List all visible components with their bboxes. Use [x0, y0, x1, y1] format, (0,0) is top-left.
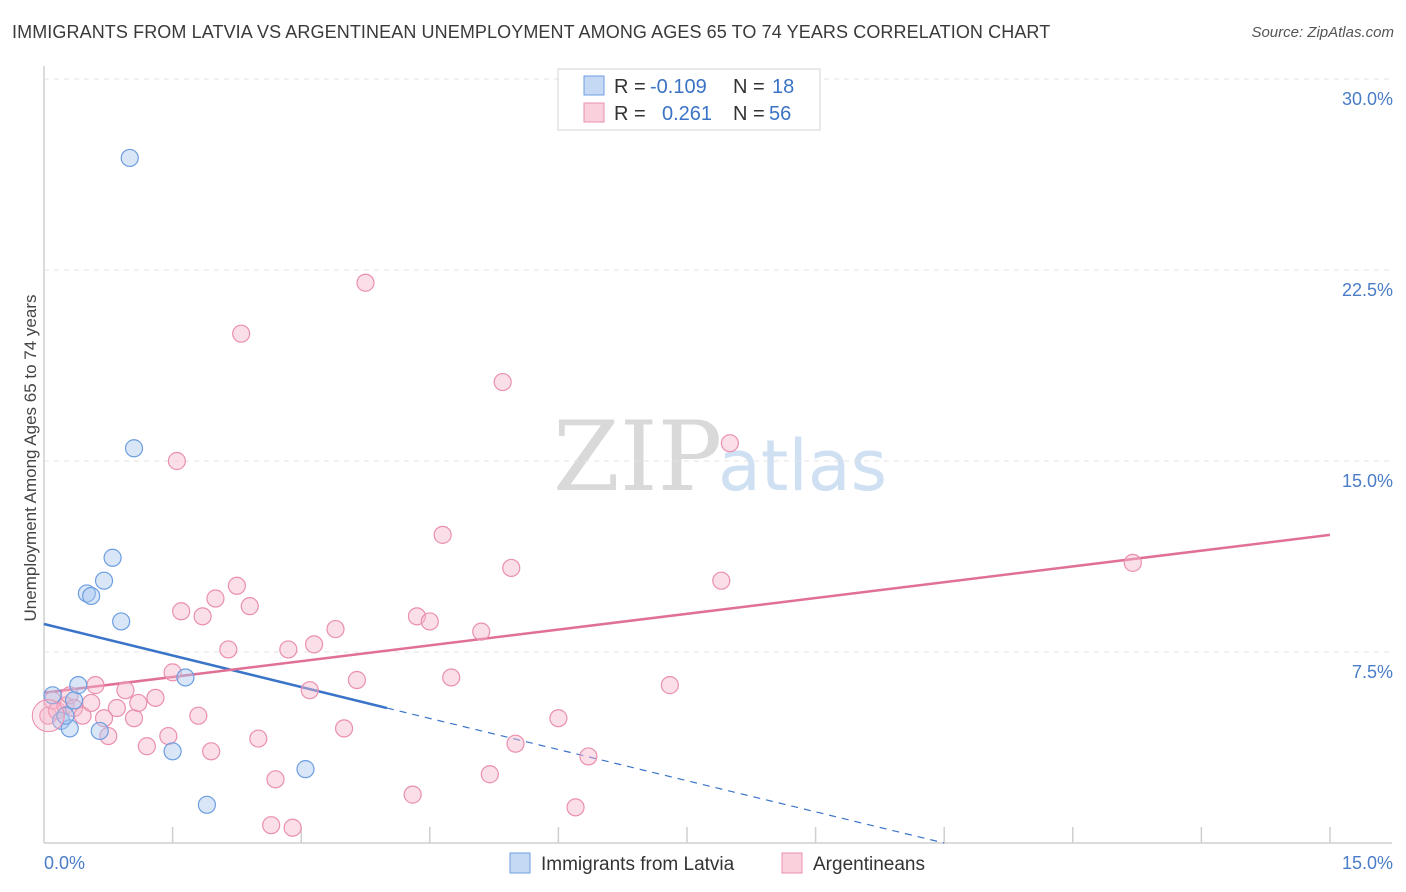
point-argentineans	[712, 571, 731, 590]
point-latvia	[82, 586, 101, 606]
point-argentineans	[82, 693, 101, 713]
chart-title: IMMIGRANTS FROM LATVIA VS ARGENTINEAN UN…	[12, 22, 1051, 42]
y-tick-label: 7.5%	[1352, 662, 1393, 682]
point-latvia	[94, 571, 114, 590]
point-argentineans	[442, 668, 461, 687]
legend-swatch-latvia	[583, 75, 605, 96]
point-argentineans	[304, 635, 324, 654]
point-latvia	[163, 742, 182, 761]
point-latvia	[56, 706, 75, 725]
point-argentineans	[279, 640, 298, 659]
watermark-zip: ZIP	[553, 401, 722, 513]
series-legend-swatch-latvia	[509, 852, 531, 874]
point-argentineans	[124, 709, 144, 728]
point-argentineans	[167, 451, 186, 471]
legend-n-label-1: N =	[733, 76, 765, 98]
trend-line-argentineans	[43, 533, 1331, 694]
x-tick-label: 0.0%	[44, 853, 85, 873]
point-argentineans	[189, 706, 208, 725]
point-argentineans	[493, 372, 512, 392]
point-argentineans	[219, 640, 238, 659]
point-latvia	[64, 691, 84, 710]
source-label: Source: ZipAtlas.com	[1251, 24, 1394, 41]
legend-n-value-1: 18	[772, 76, 794, 98]
trend-line-latvia	[43, 622, 388, 710]
point-argentineans	[232, 324, 251, 343]
point-latvia	[176, 668, 195, 687]
point-argentineans	[137, 737, 156, 756]
point-argentineans	[356, 273, 375, 292]
trend-lines	[43, 533, 1331, 844]
axes: 7.5% 15.0% 22.5% 30.0% 0.0% 15.0%	[43, 66, 1393, 873]
legend-r-value-2: 0.261	[662, 103, 712, 125]
point-argentineans	[206, 589, 225, 608]
series-legend-label-argentineans: Argentineans	[813, 854, 925, 875]
point-argentineans	[502, 558, 521, 578]
point-latvia	[69, 676, 88, 695]
data-points	[31, 148, 1142, 837]
point-argentineans	[240, 597, 259, 616]
legend-swatch-argentineans	[583, 102, 605, 123]
series-legend: Immigrants from Latvia Argentineans	[509, 852, 925, 875]
y-tick-label: 30.0%	[1342, 89, 1393, 109]
point-argentineans	[403, 785, 422, 804]
point-argentineans	[146, 688, 165, 707]
point-argentineans	[334, 719, 354, 738]
point-argentineans	[172, 602, 191, 621]
series-legend-label-latvia: Immigrants from Latvia	[541, 854, 735, 875]
point-latvia	[197, 795, 216, 814]
point-argentineans	[326, 619, 345, 639]
y-axis-label: Unemployment Among Ages 65 to 74 years	[21, 295, 40, 622]
point-argentineans	[266, 770, 285, 789]
point-argentineans	[506, 734, 525, 753]
legend-r-label-1: R =	[614, 76, 646, 98]
point-argentineans	[1123, 553, 1142, 572]
watermark-atlas: atlas	[718, 425, 887, 507]
point-argentineans	[227, 576, 246, 595]
point-argentineans	[159, 726, 178, 746]
point-latvia	[124, 439, 144, 458]
point-latvia	[112, 612, 131, 631]
point-argentineans	[262, 816, 281, 835]
point-argentineans	[472, 622, 491, 641]
point-argentineans	[720, 434, 739, 453]
point-argentineans	[433, 525, 452, 544]
legend-n-value-2: 56	[769, 103, 791, 125]
point-argentineans	[579, 747, 598, 766]
point-argentineans	[107, 698, 126, 718]
point-argentineans	[549, 709, 568, 728]
point-argentineans	[347, 670, 367, 690]
point-argentineans	[566, 798, 585, 817]
point-latvia	[120, 148, 139, 168]
point-argentineans	[300, 681, 319, 700]
series-legend-swatch-argentineans	[781, 852, 803, 874]
legend-r-value-1: -0.109	[650, 76, 707, 98]
legend-n-label-2: N =	[733, 103, 765, 125]
point-argentineans	[283, 818, 302, 837]
trend-line-latvia-extension	[386, 707, 945, 844]
stats-legend: R = -0.109 N = 18 R = 0.261 N = 56	[557, 68, 821, 131]
x-tick-label: 15.0%	[1342, 853, 1393, 873]
point-argentineans	[202, 742, 221, 761]
point-argentineans	[249, 729, 268, 748]
point-argentineans	[420, 612, 439, 631]
point-cluster	[31, 699, 65, 733]
y-tick-label: 22.5%	[1342, 280, 1393, 300]
legend-r-label-2: R =	[614, 103, 646, 125]
point-argentineans	[116, 681, 135, 700]
point-argentineans	[129, 693, 148, 713]
y-tick-label: 15.0%	[1342, 471, 1393, 491]
point-argentineans	[99, 726, 118, 746]
point-argentineans	[660, 676, 679, 695]
point-argentineans	[193, 607, 212, 626]
point-argentineans	[480, 765, 499, 784]
grid-lines	[44, 78, 1392, 653]
point-latvia	[296, 760, 315, 779]
point-argentineans	[86, 676, 105, 695]
point-latvia	[103, 548, 122, 567]
point-latvia	[90, 721, 109, 741]
